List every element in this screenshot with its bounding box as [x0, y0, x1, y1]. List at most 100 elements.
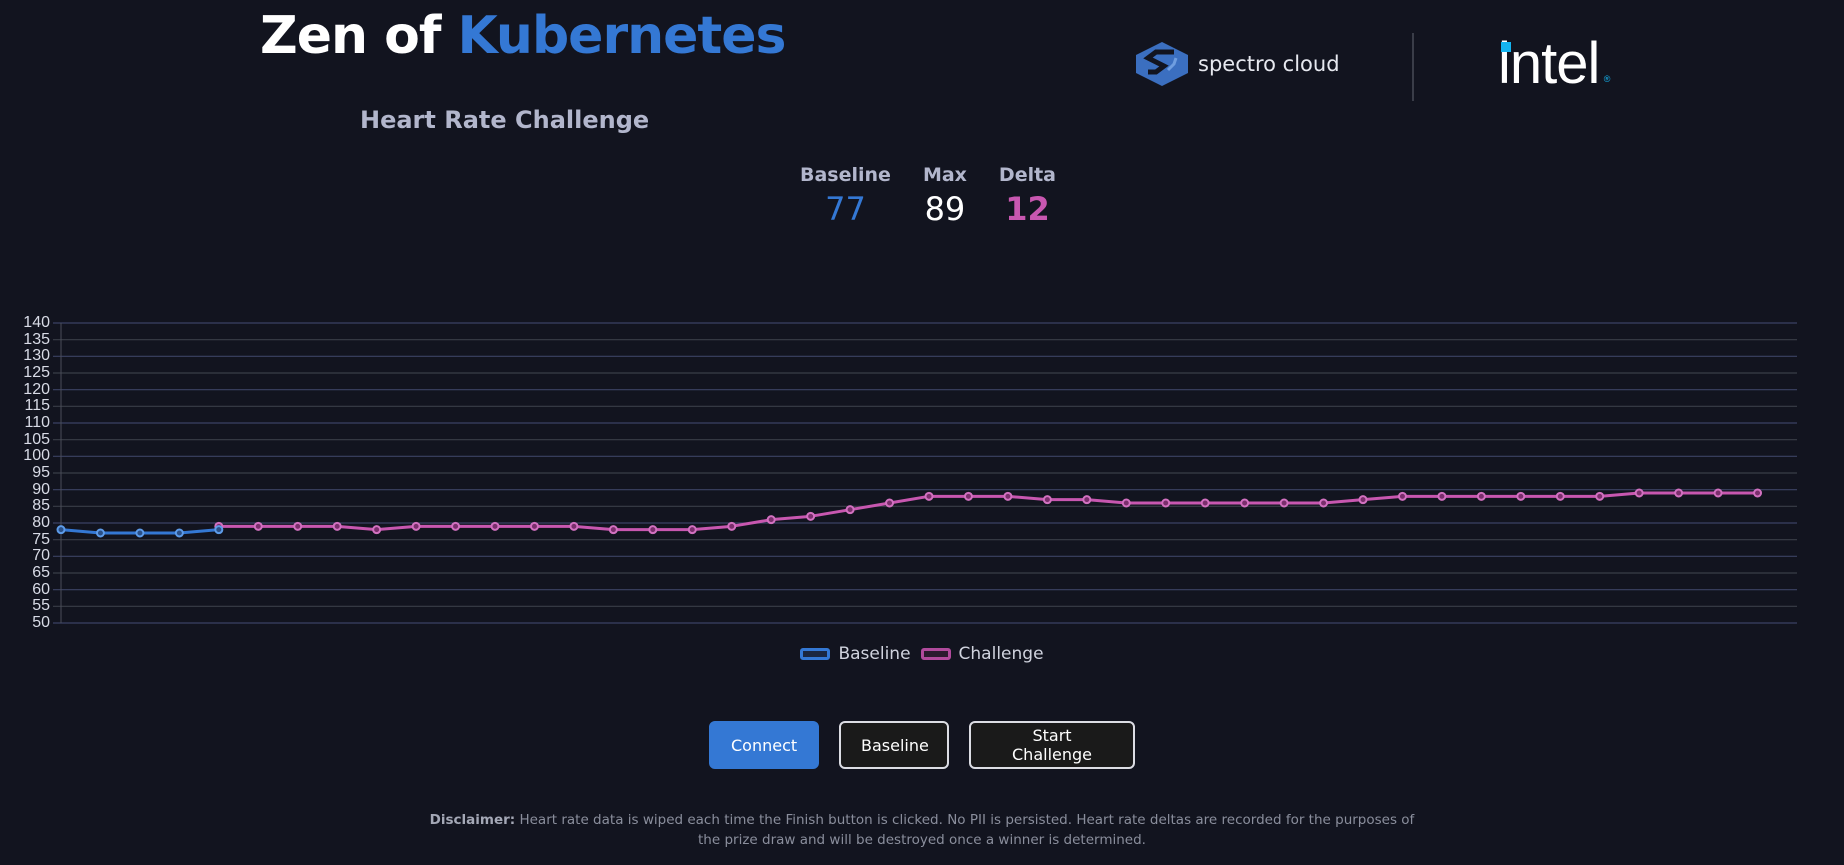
spectro-cloud-logo: spectro cloud	[1134, 40, 1340, 88]
y-tick-label: 60	[32, 580, 50, 598]
data-point-challenge[interactable]	[1516, 491, 1526, 501]
data-point-challenge[interactable]	[451, 521, 461, 531]
data-point-challenge[interactable]	[885, 498, 895, 508]
start-challenge-button[interactable]: Start Challenge	[969, 721, 1135, 769]
stat-baseline-label: Baseline	[800, 164, 891, 186]
heart-rate-chart: 140 135 130 125 120 115 110 105 100 95 90 85 80 75 70 6…	[0, 300, 1844, 640]
stat-delta-value: 12	[1005, 190, 1050, 228]
stat-max-label: Max	[922, 164, 967, 186]
page-title: Zen of Kubernetes	[260, 6, 787, 66]
data-point-challenge[interactable]	[963, 491, 973, 501]
data-point-baseline[interactable]	[95, 528, 105, 538]
data-point-challenge[interactable]	[1279, 498, 1289, 508]
data-point-challenge[interactable]	[845, 505, 855, 515]
data-point-challenge[interactable]	[806, 511, 816, 521]
legend-item-challenge[interactable]: Challenge	[920, 644, 1044, 664]
series-line-challenge	[218, 491, 1758, 532]
y-tick-label: 100	[23, 447, 50, 465]
data-point-challenge[interactable]	[1713, 488, 1723, 498]
y-tick-label: 115	[24, 397, 50, 415]
page-subtitle: Heart Rate Challenge	[360, 106, 650, 134]
legend-label-challenge: Challenge	[958, 644, 1044, 664]
data-point-challenge[interactable]	[924, 491, 934, 501]
y-tick-label: 140	[23, 314, 50, 331]
y-tick-label: 90	[32, 480, 50, 498]
logo-divider	[1412, 33, 1414, 101]
data-point-challenge[interactable]	[1042, 495, 1052, 505]
data-point-challenge[interactable]	[1200, 498, 1210, 508]
data-point-challenge[interactable]	[1161, 498, 1171, 508]
legend-swatch-challenge	[920, 648, 951, 660]
data-point-baseline[interactable]	[56, 525, 66, 535]
y-tick-label: 65	[32, 564, 50, 581]
y-tick-label: 55	[32, 597, 50, 615]
baseline-button[interactable]: Baseline	[839, 721, 949, 769]
y-tick-label: 75	[32, 530, 50, 548]
y-tick-label: 125	[23, 364, 50, 381]
data-point-challenge[interactable]	[1674, 488, 1684, 498]
data-point-challenge[interactable]	[1595, 491, 1605, 501]
data-point-challenge[interactable]	[293, 521, 303, 531]
stats-panel: Baseline 77 Max 89 Delta 12	[800, 164, 1056, 228]
data-point-challenge[interactable]	[1476, 491, 1486, 501]
data-point-baseline[interactable]	[174, 528, 184, 538]
data-point-challenge[interactable]	[372, 525, 382, 535]
legend-item-baseline[interactable]: Baseline	[800, 644, 911, 664]
y-tick-label: 135	[23, 330, 50, 348]
data-point-challenge[interactable]	[608, 525, 618, 535]
intel-logo: intel ®	[1498, 30, 1610, 97]
spectro-cloud-icon	[1136, 42, 1188, 86]
y-tick-label: 50	[32, 614, 50, 631]
data-point-baseline[interactable]	[135, 528, 145, 538]
stat-baseline: Baseline 77	[800, 164, 891, 228]
y-tick-label: 105	[23, 430, 50, 448]
data-point-challenge[interactable]	[1082, 495, 1092, 505]
data-point-challenge[interactable]	[1397, 491, 1407, 501]
data-point-challenge[interactable]	[1753, 488, 1763, 498]
data-point-challenge[interactable]	[1003, 491, 1013, 501]
data-point-challenge[interactable]	[1437, 491, 1447, 501]
data-point-challenge[interactable]	[727, 521, 737, 531]
y-tick-label: 130	[23, 347, 50, 365]
title-accent: Kubernetes	[457, 6, 787, 66]
data-point-challenge[interactable]	[1319, 498, 1329, 508]
legend-label-baseline: Baseline	[838, 644, 911, 664]
y-tick-label: 85	[32, 497, 50, 515]
disclaimer-text: Heart rate data is wiped each time the F…	[515, 812, 1415, 848]
spectro-cloud-wordmark: spectro cloud	[1198, 52, 1340, 76]
data-point-challenge[interactable]	[1555, 491, 1565, 501]
data-point-challenge[interactable]	[411, 521, 421, 531]
data-point-challenge[interactable]	[529, 521, 539, 531]
y-tick-label: 70	[32, 547, 50, 565]
registered-mark-icon: ®	[1603, 74, 1611, 84]
data-point-challenge[interactable]	[253, 521, 263, 531]
y-tick-label: 95	[32, 464, 50, 481]
intel-dot-icon	[1501, 42, 1511, 52]
stat-max-value: 89	[924, 190, 966, 228]
disclaimer-label: Disclaimer:	[429, 812, 516, 828]
y-tick-label: 120	[23, 380, 50, 398]
chart-legend: Baseline Challenge	[0, 644, 1844, 664]
y-tick-label: 110	[24, 414, 50, 431]
data-point-baseline[interactable]	[214, 525, 224, 535]
chart-plot-area	[53, 322, 1797, 624]
data-point-challenge[interactable]	[1634, 488, 1644, 498]
data-point-challenge[interactable]	[569, 521, 579, 531]
action-buttons: Connect Baseline Start Challenge	[0, 721, 1844, 769]
connect-button[interactable]: Connect	[709, 721, 819, 769]
data-point-challenge[interactable]	[1121, 498, 1131, 508]
intel-wordmark: intel	[1498, 31, 1600, 96]
data-point-challenge[interactable]	[1358, 495, 1368, 505]
stat-max: Max 89	[923, 164, 967, 228]
legend-swatch-baseline	[800, 648, 831, 660]
data-point-challenge[interactable]	[332, 521, 342, 531]
title-plain: Zen of	[260, 6, 458, 66]
data-point-challenge[interactable]	[766, 515, 776, 525]
disclaimer: Disclaimer: Heart rate data is wiped eac…	[420, 810, 1424, 850]
data-point-challenge[interactable]	[648, 525, 658, 535]
stat-delta-label: Delta	[998, 164, 1056, 186]
data-point-challenge[interactable]	[1240, 498, 1250, 508]
data-point-challenge[interactable]	[490, 521, 500, 531]
y-tick-label: 80	[32, 514, 50, 531]
data-point-challenge[interactable]	[687, 525, 697, 535]
